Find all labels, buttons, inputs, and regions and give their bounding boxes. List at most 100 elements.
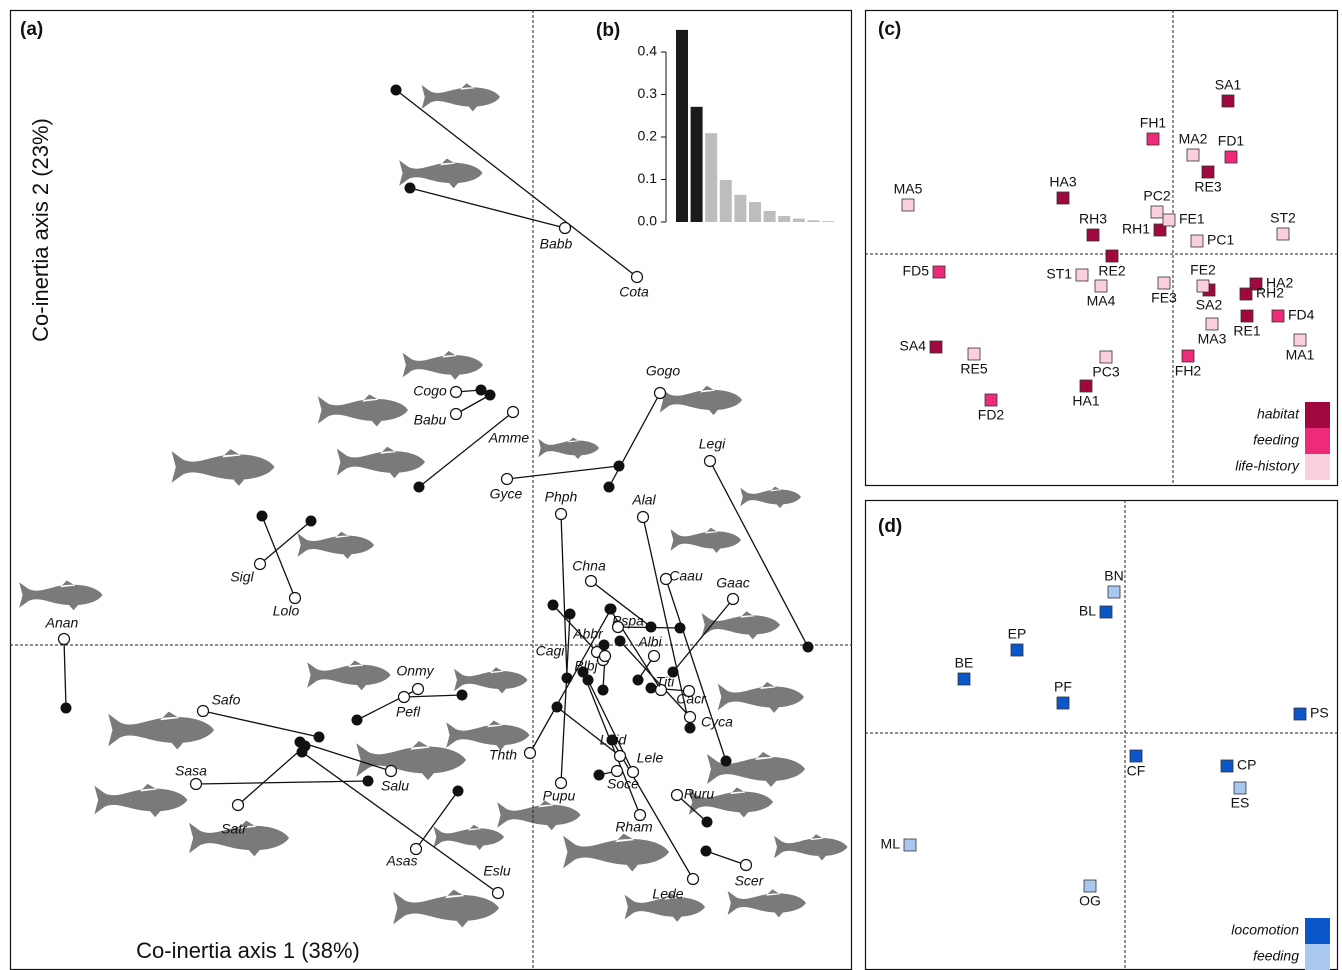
pair-link <box>404 695 462 697</box>
species-point <box>493 888 504 899</box>
trait-point <box>1277 228 1289 240</box>
bar <box>822 221 834 222</box>
trait-label: RE1 <box>1233 323 1260 339</box>
trait-point <box>968 348 980 360</box>
y-tick-label: 0.2 <box>638 128 658 144</box>
species-point <box>685 712 696 723</box>
species-point <box>233 800 244 811</box>
pair-link <box>203 711 319 737</box>
species-point <box>600 651 611 662</box>
fish-icon <box>497 801 580 831</box>
species-label: Gaac <box>716 575 749 591</box>
bar <box>749 202 761 222</box>
trait-point <box>1294 708 1306 720</box>
trait-point <box>1272 310 1284 322</box>
pair-link <box>396 90 637 277</box>
trait-point <box>1080 380 1092 392</box>
bar <box>793 219 805 222</box>
paired-point <box>565 609 576 620</box>
trait-point <box>1057 192 1069 204</box>
legend-label: feeding <box>1253 432 1299 448</box>
species-point <box>191 779 202 790</box>
species-label: Cacr <box>676 691 707 707</box>
panel-label: (c) <box>878 19 901 40</box>
y-tick-label: 0.3 <box>638 85 658 101</box>
pair-link <box>302 752 498 893</box>
paired-point <box>615 636 626 647</box>
x-axis-title: Co-inertia axis 1 (38%) <box>136 938 360 963</box>
trait-point <box>958 673 970 685</box>
trait-point <box>904 839 916 851</box>
species-point <box>655 388 666 399</box>
trait-label: CF <box>1127 763 1146 779</box>
species-point <box>413 684 424 695</box>
trait-point <box>1191 235 1203 247</box>
species-label: Cyca <box>701 714 733 730</box>
species-label: Eslu <box>483 863 510 879</box>
trait-label: RH2 <box>1256 285 1284 301</box>
bar <box>778 216 790 222</box>
trait-point <box>1182 350 1194 362</box>
species-label: Ruru <box>684 786 715 802</box>
trait-label: ML <box>881 836 901 852</box>
fish-icon <box>422 83 500 111</box>
y-axis-title: Co-inertia axis 2 (23%) <box>28 118 53 342</box>
fish-icon <box>702 611 780 639</box>
fish-icon <box>707 752 805 787</box>
trait-label: PF <box>1054 679 1072 695</box>
trait-point <box>1108 586 1120 598</box>
fish-icon <box>740 486 801 508</box>
paired-point <box>599 640 610 651</box>
trait-label: FD1 <box>1218 133 1245 149</box>
species-label: Scer <box>735 873 765 889</box>
species-label: Lele <box>637 750 664 766</box>
figure: Co-inertia axis 1 (38%) Co-inertia axis 2… <box>0 0 1342 970</box>
species-label: Babb <box>540 236 573 252</box>
species-point <box>705 456 716 467</box>
trait-point <box>1130 750 1142 762</box>
trait-point <box>1100 351 1112 363</box>
trait-point <box>1100 606 1112 618</box>
trait-label: FE2 <box>1190 262 1216 278</box>
trait-label: FD2 <box>978 407 1005 423</box>
y-tick-label: 0.1 <box>638 170 658 186</box>
trait-point <box>1158 277 1170 289</box>
species-point <box>399 692 410 703</box>
species-label: Cogo <box>413 383 447 399</box>
paired-point <box>257 511 268 522</box>
trait-label: PC1 <box>1207 232 1234 248</box>
bar <box>764 211 776 222</box>
trait-label: FH1 <box>1140 115 1167 131</box>
species-label: Albi <box>637 634 662 650</box>
trait-label: RE3 <box>1194 179 1221 195</box>
species-point <box>255 559 266 570</box>
trait-point <box>1095 280 1107 292</box>
paired-point <box>685 723 696 734</box>
trait-point <box>1197 280 1209 292</box>
fish-icon <box>356 741 466 780</box>
trait-label: PC3 <box>1092 364 1119 380</box>
trait-label: BL <box>1079 603 1096 619</box>
legend-swatch <box>1305 428 1330 454</box>
trait-point <box>1234 782 1246 794</box>
trait-point <box>985 394 997 406</box>
paired-point <box>646 622 657 633</box>
fish-icon <box>660 386 742 415</box>
species-point <box>672 790 683 801</box>
species-label: Asas <box>385 853 417 869</box>
species-label: Cota <box>619 284 649 300</box>
legend-label: habitat <box>1257 406 1300 422</box>
bar <box>720 180 732 222</box>
species-point <box>615 751 626 762</box>
fish-icon <box>172 449 275 486</box>
paired-point <box>614 461 625 472</box>
paired-point <box>606 604 617 615</box>
trait-point <box>1011 644 1023 656</box>
trait-point <box>1225 151 1237 163</box>
paired-point <box>306 516 317 527</box>
paired-point <box>363 776 374 787</box>
bar <box>705 133 717 222</box>
trait-label: SA4 <box>900 338 927 354</box>
species-label: Safo <box>212 692 241 708</box>
y-tick-label: 0.4 <box>638 43 658 59</box>
